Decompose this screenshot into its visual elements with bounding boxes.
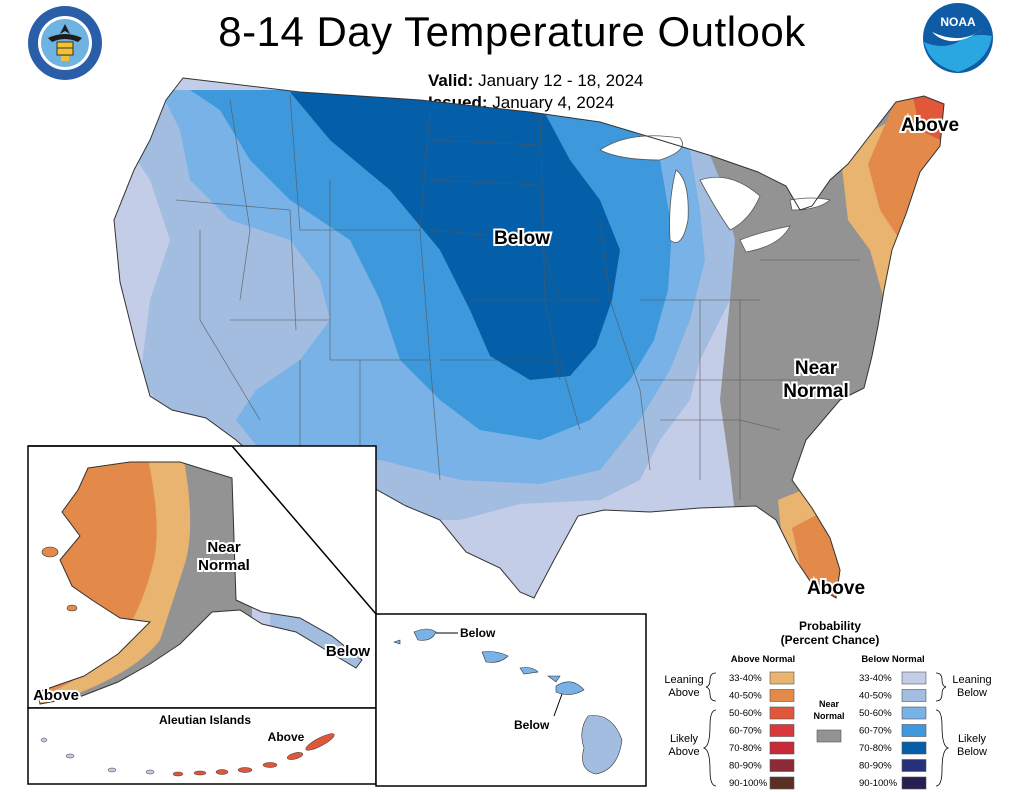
hawaii-below-label-2: Below bbox=[514, 718, 550, 732]
legend-near-normal-swatch bbox=[816, 729, 842, 743]
legend-below-bin-swatch-6 bbox=[901, 776, 927, 790]
legend-above-bin-label-3: 60-70% bbox=[729, 726, 762, 737]
legend-below-bin-label-6: 90-100% bbox=[859, 778, 898, 789]
legend-above-bin-label-4: 70-80% bbox=[729, 743, 762, 754]
page-title: 8-14 Day Temperature Outlook bbox=[218, 8, 806, 55]
legend: Probability (Percent Chance) Above Norma… bbox=[664, 619, 992, 790]
legend-above-bin-swatch-4 bbox=[769, 741, 795, 755]
legend-title-1: Probability bbox=[799, 619, 861, 633]
alaska-below-label: Below bbox=[326, 643, 371, 660]
conus-likely-below-70-80-zone bbox=[290, 92, 620, 380]
aleutian-above-label: Above bbox=[268, 730, 305, 744]
legend-likely-above-1: Likely bbox=[670, 733, 699, 745]
legend-title-2: (Percent Chance) bbox=[781, 633, 880, 647]
legend-below-bin-label-5: 80-90% bbox=[859, 761, 892, 772]
legend-below-bin-label-3: 60-70% bbox=[859, 726, 892, 737]
issued-value: January 4, 2024 bbox=[492, 93, 615, 112]
legend-above-bin-label-0: 33-40% bbox=[729, 673, 762, 684]
legend-above-bin-label-2: 50-60% bbox=[729, 708, 762, 719]
lake-huron bbox=[699, 176, 761, 231]
conus-near-normal-zone bbox=[140, 78, 944, 598]
legend-above-bins: 33-40% 40-50% 50-60% 60-70% 70-80% 80-90% 90-1… bbox=[729, 671, 795, 790]
valid-dates: Valid: January 12 - 18, 2024 bbox=[428, 71, 644, 91]
state-borders bbox=[175, 94, 860, 500]
legend-below-bin-label-2: 50-60% bbox=[859, 708, 892, 719]
legend-above-bin-label-6: 90-100% bbox=[729, 778, 768, 789]
legend-below-bins: 33-40% 40-50% 50-60% 60-70% 70-80% 80-90% 90-1… bbox=[859, 671, 927, 790]
legend-likely-below-2: Below bbox=[957, 746, 987, 758]
legend-below-bin-swatch-4 bbox=[901, 741, 927, 755]
legend-leaning-below-2: Below bbox=[957, 687, 987, 699]
legend-below-bin-swatch-1 bbox=[901, 689, 927, 702]
legend-above-bin-swatch-2 bbox=[769, 706, 795, 720]
legend-below-bin-swatch-3 bbox=[901, 724, 927, 737]
legend-leaning-below-1: Leaning bbox=[952, 674, 991, 686]
conus-above-ne-label: Above bbox=[901, 115, 959, 136]
legend-above-header: Above Normal bbox=[731, 654, 795, 665]
legend-above-bin-swatch-5 bbox=[769, 759, 795, 772]
legend-below-bin-swatch-0 bbox=[901, 671, 927, 685]
legend-below-header: Below Normal bbox=[861, 654, 924, 665]
legend-leaning-above-2: Above bbox=[668, 687, 699, 699]
legend-near-normal-1: Near bbox=[819, 699, 840, 709]
legend-below-bin-swatch-2 bbox=[901, 706, 927, 720]
hawaii-below-label-1: Below bbox=[460, 626, 496, 640]
legend-braces bbox=[702, 672, 950, 787]
legend-above-bin-swatch-3 bbox=[769, 724, 795, 737]
conus-near-normal-label-2: Normal bbox=[783, 381, 848, 402]
aleutian-islands bbox=[172, 733, 335, 777]
noaa-logo-text: NOAA bbox=[940, 15, 976, 29]
valid-label: Valid: bbox=[428, 71, 474, 90]
lake-michigan bbox=[669, 169, 689, 243]
legend-above-bin-swatch-1 bbox=[769, 689, 795, 702]
legend-likely-below-1: Likely bbox=[958, 733, 987, 745]
legend-likely-above-2: Above bbox=[668, 746, 699, 758]
alaska-near-normal-label-1: Near bbox=[207, 539, 241, 556]
alaska-outline bbox=[37, 461, 363, 705]
legend-below-bin-label-0: 33-40% bbox=[859, 673, 892, 684]
aleutian-title: Aleutian Islands bbox=[159, 713, 251, 727]
conus-near-normal-label-1: Near bbox=[795, 358, 838, 379]
commerce-seal-logo bbox=[28, 6, 102, 80]
hawaii-big-island bbox=[581, 715, 623, 775]
alaska-near-normal-label-2: Normal bbox=[198, 557, 250, 574]
legend-above-bin-label-5: 80-90% bbox=[729, 761, 762, 772]
conus-below-label: Below bbox=[494, 228, 550, 249]
st-lawrence-island bbox=[41, 546, 59, 558]
valid-value: January 12 - 18, 2024 bbox=[478, 71, 644, 90]
legend-above-bin-swatch-0 bbox=[769, 671, 795, 685]
legend-below-bin-label-4: 70-80% bbox=[859, 743, 892, 754]
legend-above-bin-label-1: 40-50% bbox=[729, 691, 762, 702]
legend-above-bin-swatch-6 bbox=[769, 776, 795, 790]
noaa-logo: NOAA bbox=[923, 3, 993, 73]
conus-above-fl-label: Above bbox=[807, 578, 865, 599]
legend-below-bin-label-1: 40-50% bbox=[859, 691, 892, 702]
lake-erie bbox=[739, 225, 791, 253]
alaska-above-label: Above bbox=[33, 687, 79, 704]
legend-near-normal-2: Normal bbox=[813, 711, 844, 721]
hawaii-islands bbox=[393, 628, 585, 695]
legend-leaning-above-1: Leaning bbox=[664, 674, 703, 686]
legend-below-bin-swatch-5 bbox=[901, 759, 927, 772]
